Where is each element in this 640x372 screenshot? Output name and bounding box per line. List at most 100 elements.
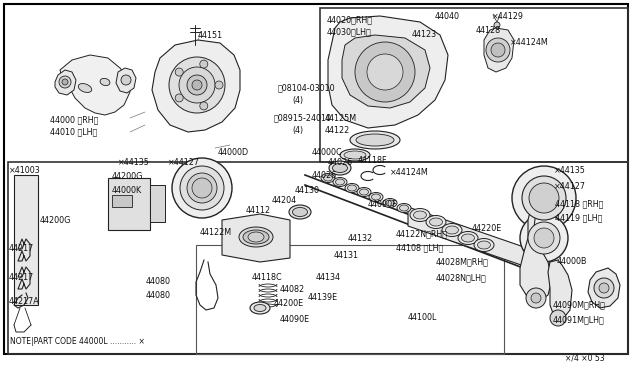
Circle shape [187,173,217,203]
Ellipse shape [383,199,397,208]
Polygon shape [328,16,448,128]
Ellipse shape [340,149,370,161]
Text: 44082: 44082 [280,285,305,295]
Circle shape [59,76,71,88]
Ellipse shape [371,194,381,200]
Polygon shape [152,40,240,132]
Ellipse shape [410,208,430,221]
Text: 44217: 44217 [9,273,35,282]
Ellipse shape [329,161,351,175]
Text: ×/4 ×0 53: ×/4 ×0 53 [565,353,605,362]
Text: 44134: 44134 [316,273,341,282]
Circle shape [512,166,576,230]
Polygon shape [342,35,430,108]
Ellipse shape [385,200,394,206]
Ellipse shape [100,78,110,86]
Text: 44200G: 44200G [112,171,143,180]
Circle shape [200,60,208,68]
Text: 44128: 44128 [476,26,501,35]
Text: 44090F: 44090F [368,199,397,208]
Text: Ⓥ08915-24010: Ⓥ08915-24010 [274,113,332,122]
Text: 44080: 44080 [146,278,171,286]
Ellipse shape [254,305,266,311]
Text: ×44124M: ×44124M [510,38,548,46]
Ellipse shape [78,84,92,93]
Text: 44026: 44026 [328,157,353,167]
Ellipse shape [323,175,333,181]
Circle shape [121,75,131,85]
Text: 44200G: 44200G [40,215,72,224]
Text: ×44127: ×44127 [168,157,200,167]
Ellipse shape [429,218,442,226]
Text: (4): (4) [292,96,303,105]
Ellipse shape [360,189,369,195]
Ellipse shape [369,192,383,202]
Text: 44118C: 44118C [252,273,283,282]
Text: ×44135: ×44135 [554,166,586,174]
Text: 44028M〈RH〉: 44028M〈RH〉 [436,257,489,266]
Ellipse shape [289,205,311,219]
Circle shape [494,22,500,28]
Text: (4): (4) [292,125,303,135]
Text: 44131: 44131 [334,250,359,260]
Text: 44118F: 44118F [358,155,387,164]
Text: 44112: 44112 [246,205,271,215]
Text: 44080: 44080 [146,292,171,301]
Text: 44125M: 44125M [325,113,357,122]
Polygon shape [548,260,572,320]
Polygon shape [55,70,76,95]
Text: 44132: 44132 [348,234,373,243]
Ellipse shape [442,224,462,237]
Circle shape [594,278,614,298]
Ellipse shape [426,215,446,228]
Text: ×44129: ×44129 [492,12,524,20]
Text: 44000D: 44000D [218,148,249,157]
Text: 44028N〈LH〉: 44028N〈LH〉 [436,273,487,282]
Circle shape [192,178,212,198]
Circle shape [355,42,415,102]
Text: 44119 〈LH〉: 44119 〈LH〉 [555,214,602,222]
Text: 44100L: 44100L [408,314,437,323]
Text: 44108 〈LH〉: 44108 〈LH〉 [396,244,444,253]
Bar [8,162,628,354]
Circle shape [550,310,566,326]
Text: 44204: 44204 [272,196,297,205]
Ellipse shape [350,131,400,149]
Circle shape [520,214,568,262]
Ellipse shape [357,187,371,196]
Text: 44122M: 44122M [200,228,232,237]
Circle shape [531,293,541,303]
Text: 44217: 44217 [9,244,35,253]
Text: 44000 〈RH〉: 44000 〈RH〉 [50,115,99,125]
Polygon shape [150,185,165,222]
Ellipse shape [477,241,490,249]
Ellipse shape [292,208,307,217]
Circle shape [62,79,68,85]
Polygon shape [14,175,38,305]
Text: NOTE|PART CODE 44000L ........... ×: NOTE|PART CODE 44000L ........... × [10,337,145,346]
Ellipse shape [345,183,359,192]
Polygon shape [520,210,552,302]
Ellipse shape [333,177,347,186]
Circle shape [215,81,223,89]
Polygon shape [108,178,150,230]
Text: 44030〈LH〉: 44030〈LH〉 [327,28,372,36]
Circle shape [367,54,403,90]
Circle shape [486,38,510,62]
Circle shape [179,67,215,103]
Text: 44130: 44130 [295,186,320,195]
Ellipse shape [239,227,273,247]
Polygon shape [116,68,136,93]
Text: Ⓐ08104-03010: Ⓐ08104-03010 [278,83,335,93]
Circle shape [528,222,560,254]
Circle shape [599,283,609,293]
Circle shape [534,228,554,248]
Ellipse shape [344,151,366,159]
Polygon shape [588,268,620,308]
Circle shape [526,288,546,308]
Ellipse shape [333,164,348,173]
Text: 44122: 44122 [325,125,350,135]
Ellipse shape [348,185,356,191]
Ellipse shape [445,226,458,234]
Text: 44118 〈RH〉: 44118 〈RH〉 [555,199,604,208]
